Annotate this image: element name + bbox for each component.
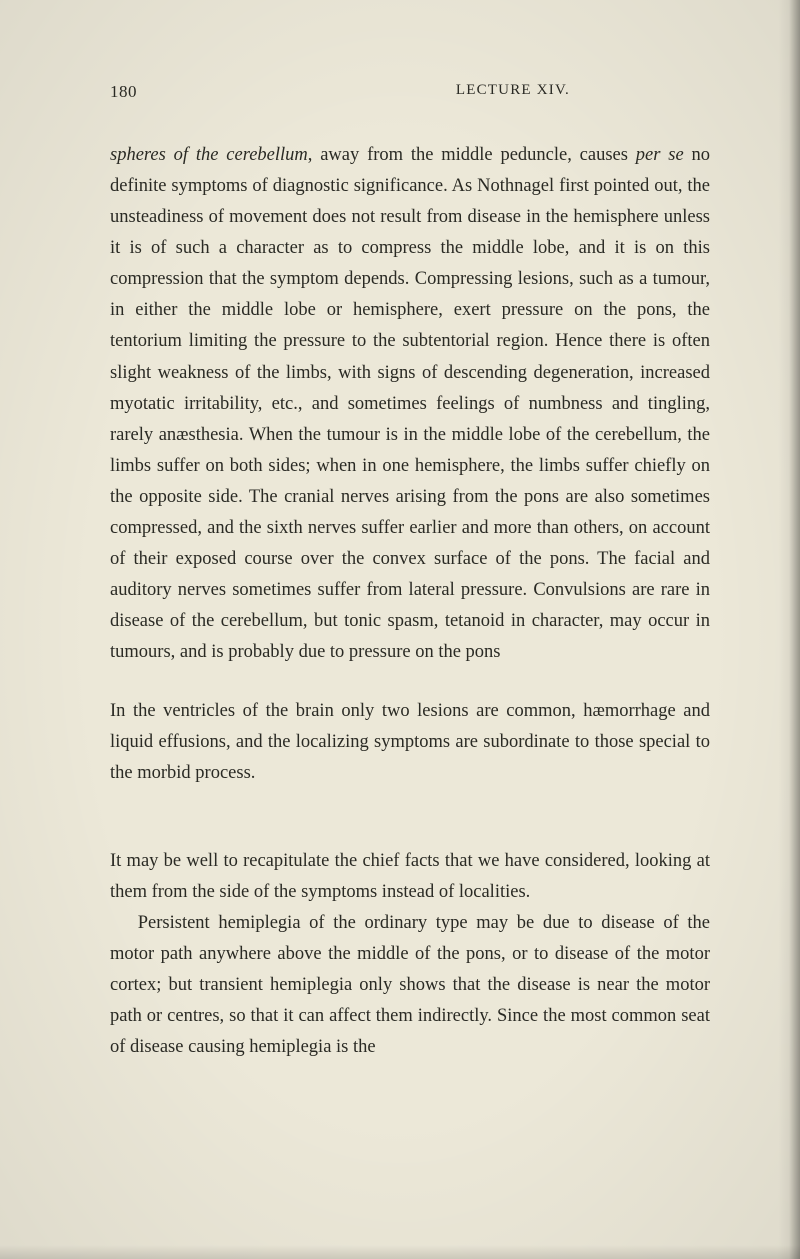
p1-rest: no definite symptoms of diagnostic signi… <box>110 145 710 662</box>
paragraph-gap <box>110 818 710 846</box>
page-shadow-bottom <box>0 1245 800 1259</box>
italic-phrase-1: spheres of the cerebellum <box>110 145 308 165</box>
page-number: 180 <box>110 82 137 102</box>
page-shadow-right <box>778 0 800 1259</box>
paragraph-4: Persistent hemiplegia of the ordinary ty… <box>110 908 710 1063</box>
paragraph-2: In the ventricles of the brain only two … <box>110 696 710 789</box>
paragraph-1: spheres of the cerebellum, away from the… <box>110 140 710 668</box>
body-text: spheres of the cerebellum, away from the… <box>110 140 710 1063</box>
paragraph-gap <box>110 790 710 818</box>
p1-body: , away from the middle peduncle, causes <box>308 145 636 165</box>
page-content: 180 LECTURE XIV. spheres of the cerebell… <box>0 0 800 1133</box>
chapter-title: LECTURE XIV. <box>456 82 710 102</box>
italic-phrase-2: per se <box>636 145 684 165</box>
paragraph-gap <box>110 668 710 696</box>
page-header: 180 LECTURE XIV. <box>110 82 710 102</box>
paragraph-3: It may be well to recapitulate the chief… <box>110 846 710 908</box>
